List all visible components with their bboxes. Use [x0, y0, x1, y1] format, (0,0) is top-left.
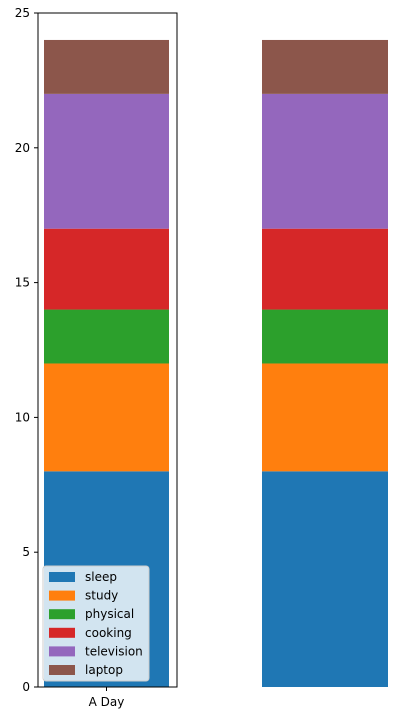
- bar-cooking: [44, 228, 169, 310]
- legend-swatch-cooking: [49, 627, 75, 638]
- y-tick-label: 10: [15, 410, 30, 424]
- left-bar-stack: [44, 39, 169, 687]
- legend-swatch-physical: [49, 609, 75, 620]
- right-bar-physical: [262, 309, 388, 364]
- legend-label-laptop: laptop: [85, 663, 123, 677]
- legend-swatch-laptop: [49, 665, 75, 675]
- y-axis: 0 5 10 15 20 25: [15, 6, 38, 694]
- right-bar-television: [262, 93, 388, 229]
- y-tick-label: 15: [15, 276, 30, 290]
- axes-frame: [37, 12, 178, 688]
- bar-physical: [44, 309, 169, 364]
- x-axis: A Day: [89, 687, 125, 709]
- legend-swatch-sleep: [49, 572, 75, 582]
- y-tick-label: 5: [22, 545, 30, 559]
- legend-swatch-study: [49, 590, 75, 601]
- legend: sleep study physical cooking television lapto…: [42, 565, 150, 682]
- legend-label-television: television: [85, 644, 143, 658]
- bar-laptop: [44, 39, 169, 94]
- y-tick-label: 25: [15, 6, 30, 20]
- y-tick-label: 20: [15, 141, 30, 155]
- y-tick-label: 0: [22, 680, 30, 694]
- x-tick-label: A Day: [89, 695, 125, 709]
- legend-label-cooking: cooking: [85, 626, 132, 640]
- right-bar-sleep: [262, 471, 388, 687]
- legend-swatch-television: [49, 646, 75, 657]
- right-bar-stack: [262, 39, 388, 687]
- right-bar-cooking: [262, 228, 388, 310]
- legend-label-sleep: sleep: [85, 570, 117, 584]
- bar-study: [44, 363, 169, 472]
- right-bar-laptop: [262, 39, 388, 94]
- right-bar-study: [262, 363, 388, 472]
- bar-television: [44, 93, 169, 229]
- legend-label-study: study: [85, 589, 118, 603]
- legend-label-physical: physical: [85, 607, 134, 621]
